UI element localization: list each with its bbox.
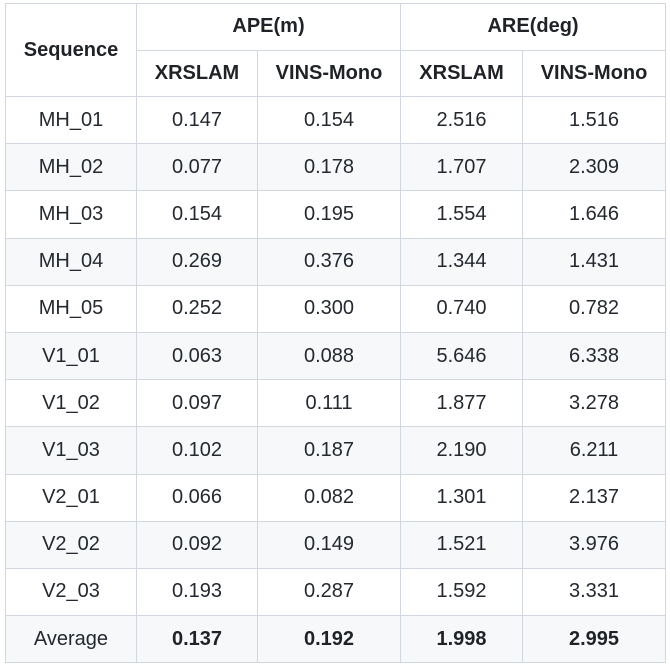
header-row-group: Sequence APE(m) ARE(deg) <box>5 3 667 97</box>
header-row-methods: XRSLAM VINS-Mono XRSLAM VINS-Mono <box>6 49 667 97</box>
cell-sequence: V2_01 <box>5 473 137 522</box>
cell-are-vins-mono: 2.137 <box>522 473 667 522</box>
table-row: V2_01 0.066 0.082 1.301 2.137 <box>5 473 667 522</box>
table-row: V2_02 0.092 0.149 1.521 3.976 <box>5 520 667 569</box>
cell-ape-vins-mono: 0.154 <box>256 95 402 145</box>
cell-are-xrslam: 5.646 <box>400 331 524 381</box>
cell-ape-vins-mono: 0.149 <box>256 520 402 569</box>
cell-are-xrslam: 2.516 <box>400 95 524 145</box>
table-row: V1_01 0.063 0.088 5.646 6.338 <box>5 331 667 381</box>
table-row: MH_02 0.077 0.178 1.707 2.309 <box>5 143 667 192</box>
cell-ape-xrslam: 0.269 <box>136 237 258 286</box>
cell-ape-xrslam: 0.147 <box>136 95 258 145</box>
cell-ape-xrslam: 0.154 <box>136 190 258 239</box>
cell-are-vins-mono: 6.211 <box>522 426 667 475</box>
cell-are-xrslam: 1.707 <box>400 143 524 192</box>
cell-are-xrslam: 1.877 <box>400 379 524 428</box>
cell-are-vins-mono: 3.278 <box>522 379 667 428</box>
table-header: Sequence APE(m) ARE(deg) XRSLAM VINS-Mon… <box>5 3 667 97</box>
table-row: V1_03 0.102 0.187 2.190 6.211 <box>5 426 667 475</box>
table-row: MH_05 0.252 0.300 0.740 0.782 <box>5 284 667 333</box>
cell-are-vins-mono: 1.646 <box>522 190 667 239</box>
cell-ape-xrslam: 0.137 <box>136 615 258 664</box>
cell-are-xrslam: 1.521 <box>400 520 524 569</box>
cell-ape-vins-mono: 0.178 <box>256 143 402 192</box>
cell-are-xrslam: 1.301 <box>400 473 524 522</box>
table-body: MH_01 0.147 0.154 2.516 1.516 MH_02 0.077 0.178… <box>5 95 667 664</box>
cell-sequence: V1_03 <box>5 426 137 475</box>
cell-ape-vins-mono: 0.376 <box>256 237 402 286</box>
cell-are-vins-mono: 3.976 <box>522 520 667 569</box>
cell-sequence: Average <box>5 615 137 664</box>
header-ape-vins-mono: VINS-Mono <box>256 49 402 97</box>
table-row: MH_01 0.147 0.154 2.516 1.516 <box>5 95 667 145</box>
cell-are-xrslam: 1.554 <box>400 190 524 239</box>
cell-ape-xrslam: 0.092 <box>136 520 258 569</box>
cell-ape-vins-mono: 0.300 <box>256 284 402 333</box>
header-are-xrslam: XRSLAM <box>400 49 524 97</box>
average-row: Average 0.137 0.192 1.998 2.995 <box>5 615 667 664</box>
cell-sequence: MH_03 <box>5 190 137 239</box>
cell-sequence: MH_05 <box>5 284 137 333</box>
header-sequence: Sequence <box>5 3 137 97</box>
cell-sequence: V2_03 <box>5 567 137 617</box>
results-table: Sequence APE(m) ARE(deg) XRSLAM VINS-Mon… <box>5 3 667 664</box>
cell-ape-xrslam: 0.252 <box>136 284 258 333</box>
cell-are-vins-mono: 2.309 <box>522 143 667 192</box>
cell-ape-xrslam: 0.063 <box>136 331 258 381</box>
cell-are-xrslam: 1.592 <box>400 567 524 617</box>
table-row: V2_03 0.193 0.287 1.592 3.331 <box>5 567 667 617</box>
cell-ape-vins-mono: 0.088 <box>256 331 402 381</box>
cell-sequence: V1_02 <box>5 379 137 428</box>
cell-ape-xrslam: 0.102 <box>136 426 258 475</box>
cell-are-xrslam: 1.344 <box>400 237 524 286</box>
cell-ape-xrslam: 0.193 <box>136 567 258 617</box>
cell-ape-vins-mono: 0.082 <box>256 473 402 522</box>
cell-are-vins-mono: 2.995 <box>522 615 667 664</box>
cell-sequence: MH_01 <box>5 95 137 145</box>
table-row: V1_02 0.097 0.111 1.877 3.278 <box>5 379 667 428</box>
cell-sequence: V1_01 <box>5 331 137 381</box>
header-are-vins-mono: VINS-Mono <box>522 49 667 97</box>
cell-ape-vins-mono: 0.192 <box>256 615 402 664</box>
cell-are-xrslam: 0.740 <box>400 284 524 333</box>
cell-are-vins-mono: 1.516 <box>522 95 667 145</box>
cell-are-vins-mono: 0.782 <box>522 284 667 333</box>
table-row: MH_03 0.154 0.195 1.554 1.646 <box>5 190 667 239</box>
header-are: ARE(deg) <box>400 3 667 51</box>
cell-are-xrslam: 1.998 <box>400 615 524 664</box>
cell-ape-vins-mono: 0.287 <box>256 567 402 617</box>
cell-ape-vins-mono: 0.195 <box>256 190 402 239</box>
cell-sequence: V2_02 <box>5 520 137 569</box>
cell-ape-xrslam: 0.077 <box>136 143 258 192</box>
cell-ape-vins-mono: 0.187 <box>256 426 402 475</box>
cell-ape-xrslam: 0.097 <box>136 379 258 428</box>
cell-sequence: MH_04 <box>5 237 137 286</box>
cell-ape-xrslam: 0.066 <box>136 473 258 522</box>
cell-sequence: MH_02 <box>5 143 137 192</box>
cell-ape-vins-mono: 0.111 <box>256 379 402 428</box>
cell-are-vins-mono: 3.331 <box>522 567 667 617</box>
header-ape: APE(m) <box>135 3 402 51</box>
table-row: MH_04 0.269 0.376 1.344 1.431 <box>5 237 667 286</box>
cell-are-vins-mono: 6.338 <box>522 331 667 381</box>
header-ape-xrslam: XRSLAM <box>136 49 258 97</box>
cell-are-vins-mono: 1.431 <box>522 237 667 286</box>
cell-are-xrslam: 2.190 <box>400 426 524 475</box>
